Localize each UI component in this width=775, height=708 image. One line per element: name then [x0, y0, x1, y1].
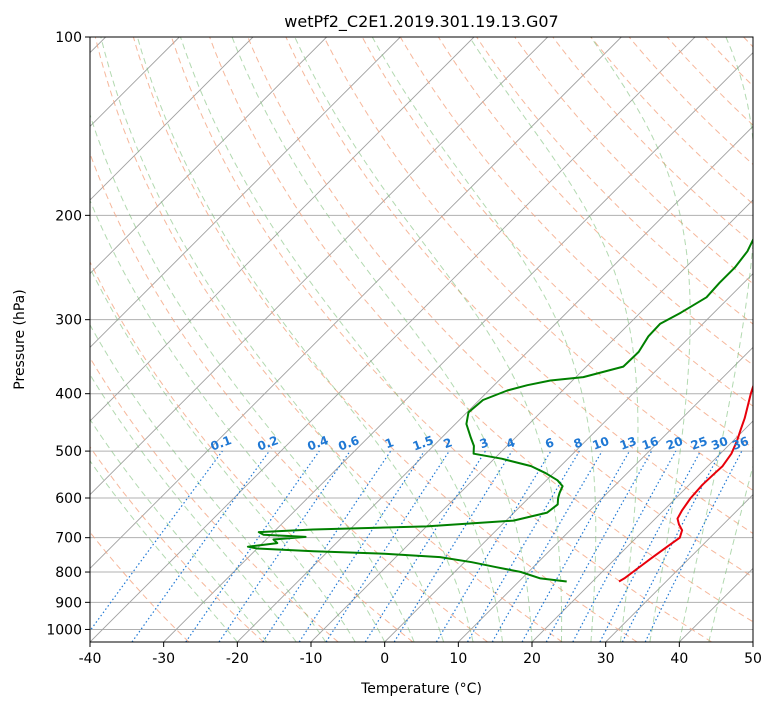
mixing-ratio-label: 13 — [618, 434, 638, 453]
isotherm-line — [90, 37, 401, 348]
isotherm-line — [384, 273, 753, 642]
isotherm-line — [605, 494, 753, 642]
moist-adiabat-line — [179, 37, 503, 642]
isotherm-line — [90, 37, 696, 642]
y-tick-label: 600 — [55, 491, 82, 507]
mixing-ratio-line — [325, 450, 450, 642]
moist-adiabat-line — [100, 37, 445, 642]
isotherm-line — [90, 37, 622, 569]
x-tick-label: -10 — [300, 651, 323, 667]
mixing-ratio-line — [90, 450, 223, 632]
mixing-ratio-line — [572, 450, 677, 642]
dry-adiabat-line — [90, 260, 414, 642]
moist-adiabat-line — [90, 373, 297, 642]
x-tick-label: 50 — [744, 651, 762, 667]
y-tick-label: 100 — [55, 30, 82, 46]
dry-adiabat-line — [90, 446, 264, 642]
plot-background — [90, 37, 753, 642]
dry-adiabat-line — [209, 37, 753, 623]
moist-adiabat-line — [90, 460, 238, 642]
mixing-ratio-line — [131, 450, 270, 642]
x-tick-label: 20 — [523, 651, 541, 667]
mixing-ratio-label: 36 — [730, 434, 750, 453]
mixing-ratio-line — [435, 450, 552, 642]
moist-adiabat-line — [294, 37, 563, 642]
moist-adiabat-line — [90, 418, 268, 642]
isotherm-line — [163, 52, 753, 642]
x-tick-label: -40 — [79, 651, 102, 667]
y-tick-label: 500 — [55, 444, 82, 460]
mixing-ratio-line — [491, 450, 603, 642]
mixing-ratio-label: 30 — [709, 434, 729, 453]
isotherm-line — [90, 37, 548, 496]
temperature-profile-line — [618, 383, 753, 583]
dry-adiabat-line — [628, 37, 753, 166]
moist-adiabat-line — [371, 37, 597, 642]
mixing-ratio-label: 0.6 — [336, 433, 361, 453]
x-tick-label: 40 — [670, 651, 688, 667]
moist-adiabat-line — [468, 37, 639, 642]
isotherm-line — [90, 37, 475, 422]
mixing-ratio-line — [545, 450, 653, 642]
mixing-ratio-label: 0.4 — [306, 433, 331, 453]
mixing-ratio-line — [521, 450, 631, 642]
x-tick-label: -30 — [152, 651, 175, 667]
mixing-ratio-label: 10 — [591, 434, 611, 453]
axes: -40 -30 -20 -10 0 10 20 30 40 50 100 200 300 400 500 60… — [46, 30, 762, 667]
isotherm-line — [531, 420, 753, 642]
mixing-ratio-line — [364, 450, 486, 642]
x-tick-label: 30 — [597, 651, 615, 667]
x-axis-label: Temperature (°C) — [360, 681, 482, 697]
mixing-ratio-label: 20 — [664, 434, 684, 453]
isotherm-line — [458, 346, 753, 642]
x-tick-label: -20 — [226, 651, 249, 667]
profile-lines — [246, 237, 753, 583]
y-tick-label: 700 — [55, 531, 82, 547]
y-tick-label: 800 — [55, 565, 82, 581]
mixing-ratio-label: 0.1 — [209, 433, 234, 453]
isotherm-line — [237, 125, 753, 642]
dry-adiabat-line — [247, 37, 753, 578]
y-axis-label: Pressure (hPa) — [12, 289, 28, 389]
dry-adiabat-line — [361, 37, 753, 449]
y-tick-label: 1000 — [46, 622, 82, 638]
mixing-ratio-label: 25 — [689, 434, 709, 453]
y-tick-label: 200 — [55, 208, 82, 224]
moist-adiabat-line — [678, 37, 753, 642]
dewpoint-profile-line — [246, 237, 753, 583]
moist-adiabat-line — [590, 37, 691, 642]
moist-adiabat-line — [708, 464, 753, 642]
moist-adiabat-line — [90, 199, 386, 642]
dry-adiabat-line — [514, 37, 753, 285]
plot-frame — [89, 36, 754, 643]
moist-adiabat-line — [231, 37, 533, 642]
y-tick-label: 300 — [55, 313, 82, 329]
isotherm-line — [90, 37, 327, 275]
x-tick-label: 10 — [449, 651, 467, 667]
mixing-ratio-line — [218, 450, 351, 642]
x-tick-label: 0 — [380, 651, 389, 667]
dry-adiabat-line — [323, 37, 753, 491]
moist-adiabat-line — [136, 37, 474, 642]
chart-title: wetPf2_C2E1.2019.301.19.13.G07 — [284, 12, 558, 32]
mixing-ratio-label: 0.2 — [256, 433, 281, 453]
y-tick-label: 900 — [55, 595, 82, 611]
dry-adiabat-line — [132, 37, 638, 642]
dry-adiabat-line — [399, 37, 753, 407]
moist-adiabat-line — [90, 113, 415, 642]
dry-adiabat-line — [94, 37, 563, 642]
mixing-ratio-label: 16 — [640, 434, 660, 453]
y-tick-label: 400 — [55, 387, 82, 403]
mixing-ratio-label: 1.5 — [411, 433, 436, 453]
dry-adiabat-line — [476, 37, 753, 325]
mixing-ratio-line — [393, 450, 513, 642]
line-labels: 0.1 0.2 0.4 0.6 1 1.5 2 3 4 6 8 10 13 16 20 25 30 36 — [209, 433, 751, 453]
isotherm-line — [90, 37, 254, 201]
